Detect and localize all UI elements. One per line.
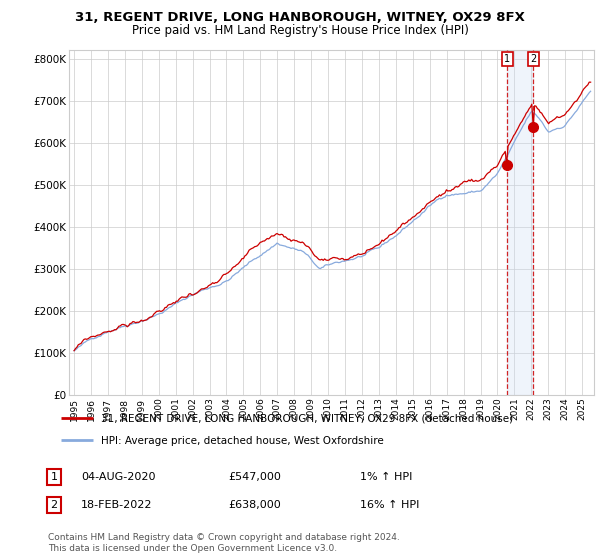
Text: 31, REGENT DRIVE, LONG HANBOROUGH, WITNEY, OX29 8FX (detached house): 31, REGENT DRIVE, LONG HANBOROUGH, WITNE… (101, 414, 513, 424)
Text: Contains HM Land Registry data © Crown copyright and database right 2024.
This d: Contains HM Land Registry data © Crown c… (48, 533, 400, 553)
Text: 18-FEB-2022: 18-FEB-2022 (81, 500, 152, 510)
Text: 04-AUG-2020: 04-AUG-2020 (81, 472, 155, 482)
Text: £547,000: £547,000 (228, 472, 281, 482)
Text: 1% ↑ HPI: 1% ↑ HPI (360, 472, 412, 482)
Bar (507, 50, 533, 395)
Text: 1: 1 (504, 54, 511, 64)
Text: HPI: Average price, detached house, West Oxfordshire: HPI: Average price, detached house, West… (101, 436, 383, 446)
Text: 1: 1 (50, 472, 58, 482)
Text: 31, REGENT DRIVE, LONG HANBOROUGH, WITNEY, OX29 8FX: 31, REGENT DRIVE, LONG HANBOROUGH, WITNE… (75, 11, 525, 24)
Text: £638,000: £638,000 (228, 500, 281, 510)
Text: 16% ↑ HPI: 16% ↑ HPI (360, 500, 419, 510)
Text: Price paid vs. HM Land Registry's House Price Index (HPI): Price paid vs. HM Land Registry's House … (131, 24, 469, 36)
Text: 2: 2 (50, 500, 58, 510)
Text: 2: 2 (530, 54, 536, 64)
